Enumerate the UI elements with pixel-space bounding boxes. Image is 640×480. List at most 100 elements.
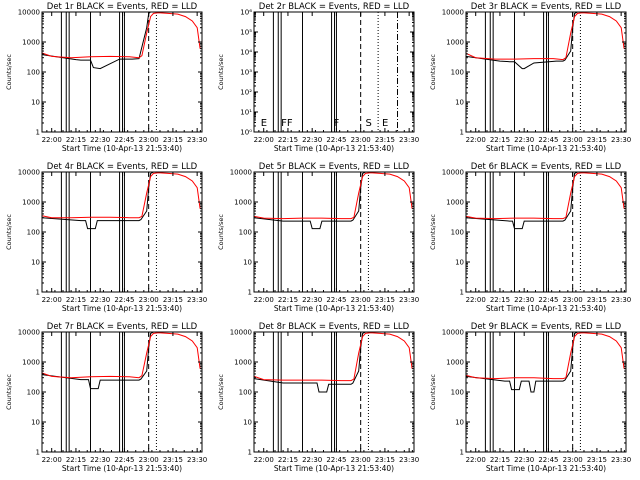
y-tick-label: 10 <box>31 99 40 107</box>
y-tick-label: 10000 <box>442 9 464 17</box>
y-tick-label: 100 <box>27 389 40 397</box>
x-tick-label: 22:45 <box>538 296 558 304</box>
x-tick-label: 23:00 <box>351 456 371 464</box>
x-tick-label: 22:00 <box>42 456 62 464</box>
y-tick-label: 100 <box>451 389 464 397</box>
panel-title: Det 7r BLACK = Events, RED = LLD <box>47 322 198 332</box>
y-tick-label: 10 <box>455 419 464 427</box>
panel-det-6: Det 6r BLACK = Events, RED = LLD 22:00 22:… <box>429 162 631 313</box>
x-tick-label: 22:00 <box>254 136 274 144</box>
x-tick-label: 22:30 <box>514 136 534 144</box>
y-tick-label: 10 <box>455 99 464 107</box>
y-axis-label: Counts/sec <box>5 374 13 410</box>
x-axis-label: Start Time (10-Apr-13 21:53:40) <box>62 304 182 313</box>
x-tick-label: 22:30 <box>302 296 322 304</box>
y-tick-label: 1000 <box>234 199 252 207</box>
x-tick-label: 23:30 <box>187 296 207 304</box>
y-axis-label: Counts/sec <box>5 54 13 90</box>
x-tick-label: 22:00 <box>42 296 62 304</box>
series-group <box>42 12 201 70</box>
y-tick-label: 100 <box>239 229 252 237</box>
y-tick-label: 10⁰ <box>240 129 252 137</box>
y-tick-label: 1000 <box>22 359 40 367</box>
series-line-events <box>42 332 154 390</box>
y-tick-label: 10000 <box>442 329 464 337</box>
x-axis-label: Start Time (10-Apr-13 21:53:40) <box>486 144 606 153</box>
x-tick-label: 23:15 <box>587 136 607 144</box>
flag-label: S <box>366 118 372 129</box>
series-line-events <box>254 172 366 230</box>
panel-title: Det 2r BLACK = Events, RED = LLD <box>259 2 410 12</box>
x-tick-label: 23:00 <box>563 296 583 304</box>
series-group <box>42 332 201 390</box>
series-line-lld <box>254 172 413 220</box>
series-line-lld <box>466 172 625 220</box>
panel-title: Det 8r BLACK = Events, RED = LLD <box>259 322 410 332</box>
x-tick-label: 22:45 <box>114 296 134 304</box>
flag-label: E <box>261 118 267 129</box>
y-axis-label: Counts/sec <box>217 54 225 90</box>
panel-det-8: Det 8r BLACK = Events, RED = LLD 22:00 22:… <box>217 322 419 473</box>
x-tick-label: 23:15 <box>163 296 183 304</box>
x-tick-label: 23:30 <box>399 136 419 144</box>
x-tick-label: 23:00 <box>563 136 583 144</box>
x-tick-label: 22:30 <box>90 136 110 144</box>
series-line-lld <box>466 332 625 380</box>
y-tick-label: 100 <box>451 229 464 237</box>
series-group <box>42 172 201 230</box>
x-tick-label: 22:15 <box>278 456 298 464</box>
y-axis-label: Counts/sec <box>5 214 13 250</box>
x-tick-label: 22:15 <box>278 296 298 304</box>
x-axis-label: Start Time (10-Apr-13 21:53:40) <box>62 144 182 153</box>
series-line-events <box>254 332 366 393</box>
x-tick-label: 23:30 <box>187 456 207 464</box>
series-group <box>254 332 413 393</box>
series-line-lld <box>42 172 201 219</box>
x-tick-label: 23:00 <box>563 456 583 464</box>
x-tick-label: 22:30 <box>302 456 322 464</box>
flag-label: E <box>382 118 388 129</box>
x-tick-label: 23:15 <box>587 456 607 464</box>
y-tick-label: 1000 <box>22 199 40 207</box>
x-tick-label: 22:15 <box>66 136 86 144</box>
x-tick-label: 22:15 <box>490 136 510 144</box>
x-tick-label: 22:45 <box>114 136 134 144</box>
x-tick-label: 23:00 <box>351 296 371 304</box>
x-tick-label: 23:00 <box>139 456 159 464</box>
x-tick-label: 22:45 <box>326 296 346 304</box>
series-group <box>466 172 625 230</box>
y-tick-label: 1 <box>248 449 252 457</box>
x-tick-label: 23:00 <box>351 136 371 144</box>
y-tick-label: 10⁴ <box>240 49 252 57</box>
x-tick-label: 22:00 <box>466 136 486 144</box>
x-axis-label: Start Time (10-Apr-13 21:53:40) <box>486 464 606 473</box>
y-tick-label: 10000 <box>18 329 40 337</box>
x-tick-label: 22:45 <box>538 456 558 464</box>
x-tick-label: 23:15 <box>587 296 607 304</box>
series-line-events <box>466 332 578 393</box>
x-tick-label: 23:30 <box>187 136 207 144</box>
x-tick-label: 22:15 <box>66 296 86 304</box>
panel-title: Det 3r BLACK = Events, RED = LLD <box>471 2 622 12</box>
y-tick-label: 10 <box>243 259 252 267</box>
x-tick-label: 23:30 <box>611 296 631 304</box>
panel-det-9: Det 9r BLACK = Events, RED = LLD 22:00 22:… <box>429 322 631 473</box>
x-tick-label: 22:15 <box>490 296 510 304</box>
y-axis-label: Counts/sec <box>217 374 225 410</box>
x-tick-label: 22:45 <box>538 136 558 144</box>
series-group <box>466 332 625 393</box>
y-tick-label: 10 <box>31 259 40 267</box>
x-tick-label: 22:45 <box>114 456 134 464</box>
y-tick-label: 1000 <box>22 39 40 47</box>
panel-det-3: Det 3r BLACK = Events, RED = LLD 22:00 22:… <box>429 2 631 153</box>
x-tick-label: 22:00 <box>254 456 274 464</box>
x-axis-label: Start Time (10-Apr-13 21:53:40) <box>486 304 606 313</box>
series-line-lld <box>254 332 413 382</box>
series-line-lld <box>466 12 625 61</box>
x-tick-label: 22:00 <box>466 296 486 304</box>
y-tick-label: 1000 <box>446 199 464 207</box>
y-tick-label: 1000 <box>446 359 464 367</box>
panel-title: Det 5r BLACK = Events, RED = LLD <box>259 162 410 172</box>
y-tick-label: 10000 <box>18 169 40 177</box>
